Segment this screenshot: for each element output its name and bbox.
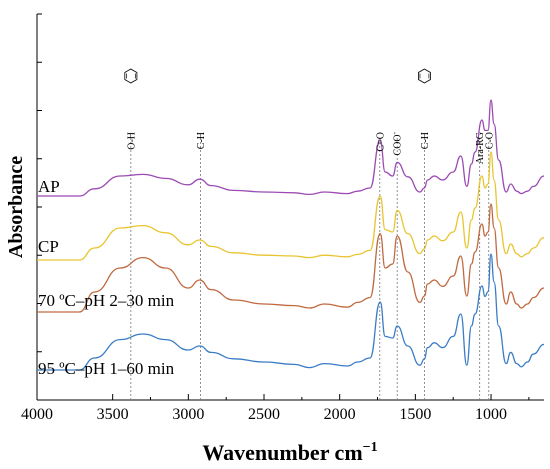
x-axis-title-superscript: −1 (363, 440, 378, 455)
series-label: CP (38, 237, 59, 256)
series-line (36, 203, 545, 313)
band-label-superscript: - (391, 131, 399, 134)
band-label: C-H (420, 132, 431, 149)
axes: 4000 3500 3000 2500 2000 1500 1000 (21, 13, 544, 423)
band-label: COO- (391, 131, 404, 155)
x-tick-label: 2000 (324, 406, 356, 423)
series-line (36, 253, 545, 371)
x-tick-label: 3000 (172, 406, 204, 423)
x-ticks: 4000 3500 3000 2500 2000 1500 1000 (21, 394, 530, 423)
band-label: Ara-RG (475, 132, 486, 164)
x-axis-title-main: Wavenumber cm (202, 440, 362, 465)
band-label: C=O (375, 132, 386, 152)
benzene-ring-icon (418, 68, 431, 84)
benzene-ring-outline (418, 68, 431, 84)
benzene-ring-outline (124, 68, 138, 84)
band-label: O-H (126, 132, 137, 150)
series-label: 95 ºC–pH 1–60 min (38, 359, 175, 378)
series-labels: AP CP 70 ºC–pH 2–30 min 95 ºC–pH 1–60 min (38, 177, 175, 378)
series-line (37, 99, 545, 197)
series-label: AP (38, 177, 60, 196)
band-guide-lines (130, 138, 490, 400)
x-tick-label: 3500 (97, 406, 129, 423)
series-label: 70 ºC–pH 2–30 min (38, 291, 175, 310)
series-line (37, 151, 545, 261)
benzene-ring-icon (124, 68, 138, 84)
band-label: C-H (196, 132, 207, 149)
series-layer (36, 99, 545, 371)
y-ticks (37, 13, 42, 401)
x-tick-label: 2500 (248, 406, 280, 423)
x-tick-label: 1500 (399, 406, 431, 423)
band-annotations: O-H C-H C=O COO- C-H Ara-RGC-O (124, 68, 495, 164)
y-axis-title: Absorbance (5, 156, 27, 258)
band-label: C-O (484, 132, 495, 149)
x-axis-title: Wavenumber cm−1 (202, 440, 377, 465)
x-tick-label: 4000 (21, 406, 53, 423)
x-tick-label: 1000 (475, 406, 507, 423)
